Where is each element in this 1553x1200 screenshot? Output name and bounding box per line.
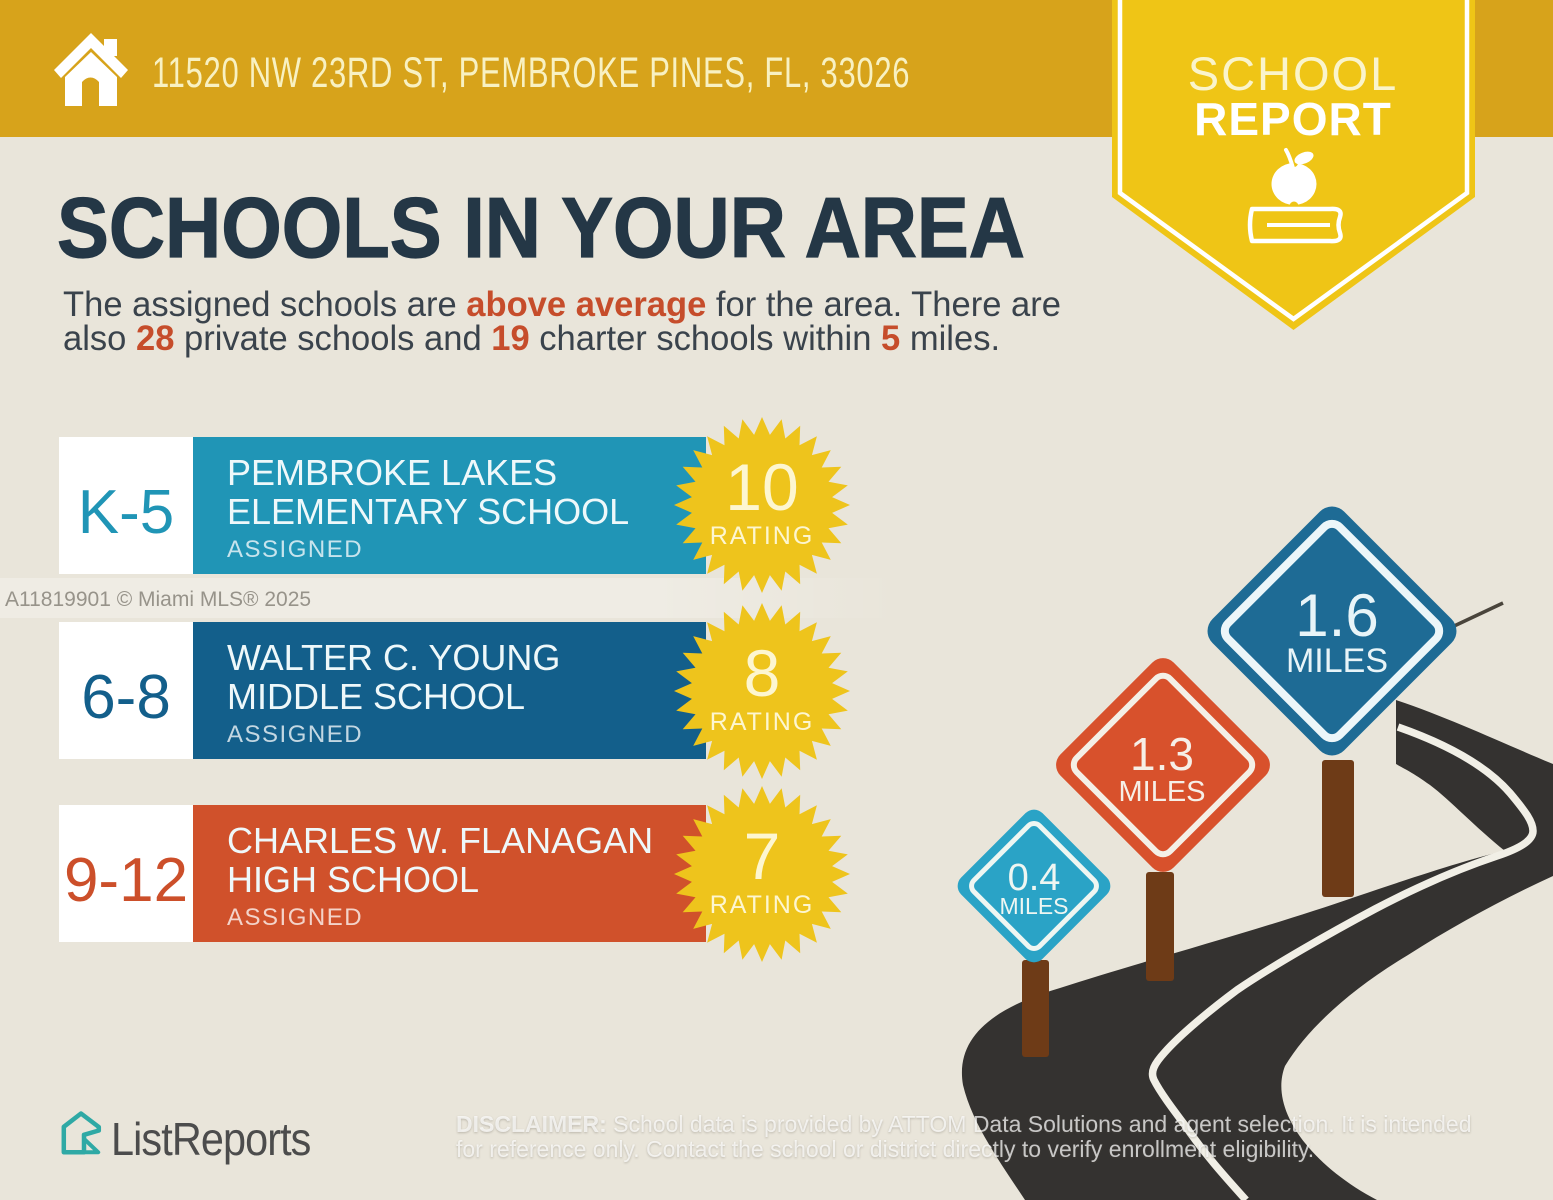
svg-text:RATING: RATING (710, 891, 815, 919)
svg-text:8: 8 (744, 636, 781, 710)
svg-text:MILES: MILES (1118, 776, 1205, 808)
svg-text:1.3: 1.3 (1130, 728, 1194, 780)
svg-text:0.4: 0.4 (1008, 857, 1061, 899)
svg-text:SCHOOL: SCHOOL (1188, 47, 1399, 100)
svg-text:MILES: MILES (999, 893, 1068, 919)
svg-text:RATING: RATING (710, 708, 815, 736)
svg-text:7: 7 (744, 819, 781, 893)
svg-text:REPORT: REPORT (1194, 93, 1392, 145)
svg-text:MILES: MILES (1286, 642, 1388, 680)
svg-text:RATING: RATING (710, 522, 815, 550)
svg-text:1.6: 1.6 (1295, 582, 1378, 649)
svg-text:10: 10 (725, 450, 798, 524)
